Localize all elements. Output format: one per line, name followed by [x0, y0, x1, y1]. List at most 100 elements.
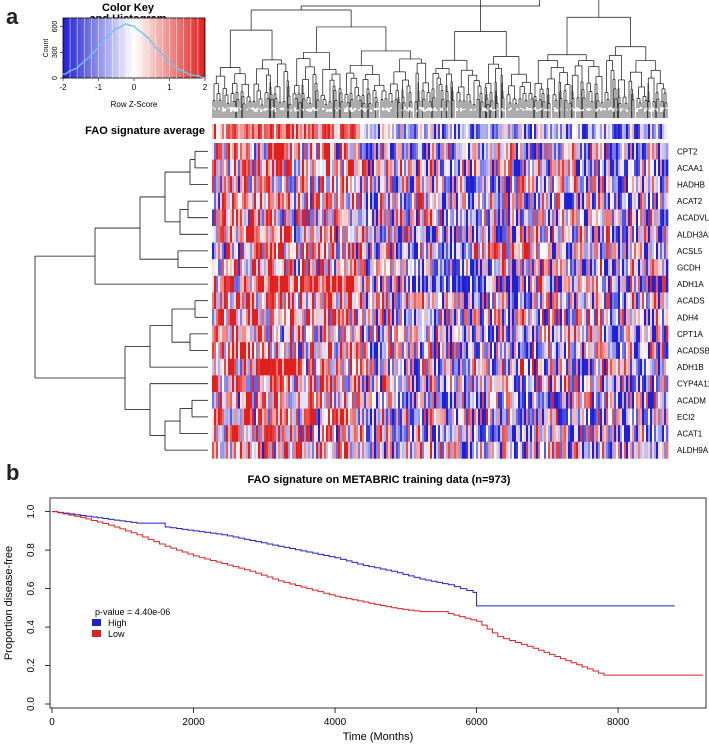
heatmap-cell: [414, 342, 417, 360]
heatmap-cell: [326, 143, 329, 160]
heatmap-cell: [216, 242, 219, 260]
heatmap-cell: [226, 226, 229, 243]
heatmap-cell: [454, 209, 457, 227]
heatmap-cell: [262, 226, 265, 243]
heatmap-cell: [562, 325, 565, 343]
heatmap-cell: [274, 259, 277, 277]
heatmap-cell: [554, 226, 557, 243]
heatmap-cell: [382, 226, 385, 243]
heatmap-cell: [430, 392, 433, 409]
heatmap-cell: [528, 209, 531, 227]
heatmap-cell: [332, 358, 335, 376]
heatmap-cell: [312, 358, 315, 376]
heatmap-cell: [650, 209, 653, 227]
heatmap-cell: [448, 309, 451, 326]
heatmap-cell: [288, 275, 291, 293]
heatmap-cell: [312, 159, 315, 177]
heatmap-cell: [472, 242, 475, 260]
heatmap-cell: [654, 292, 657, 310]
heatmap-cell: [366, 392, 369, 409]
heatmap-cell: [294, 275, 297, 293]
heatmap-cell: [272, 242, 275, 260]
heatmap-cell: [270, 143, 273, 160]
heatmap-cell: [358, 342, 361, 360]
signature-cell: [576, 124, 579, 139]
heatmap-cell: [444, 392, 447, 409]
heatmap-cell: [616, 159, 619, 177]
heatmap-cell: [238, 309, 241, 326]
heatmap-cell: [394, 325, 397, 343]
heatmap-cell: [376, 392, 379, 409]
heatmap-cell: [318, 209, 321, 227]
heatmap-cell: [452, 159, 455, 177]
heatmap-cell: [614, 192, 617, 210]
heatmap-cell: [550, 242, 553, 260]
heatmap-cell: [514, 176, 517, 194]
heatmap-cell: [574, 325, 577, 343]
heatmap-cell: [616, 292, 619, 310]
heatmap-cell: [346, 176, 349, 194]
heatmap-cell: [260, 176, 263, 194]
heatmap-cell: [316, 192, 319, 210]
heatmap-cell: [342, 242, 345, 260]
heatmap-cell: [244, 342, 247, 360]
heatmap-cell: [240, 242, 243, 260]
heatmap-cell: [434, 342, 437, 360]
heatmap-cell: [284, 392, 287, 409]
heatmap-cell: [364, 209, 367, 227]
heatmap-cell: [458, 242, 461, 260]
heatmap-cell: [422, 309, 425, 326]
heatmap-cell: [502, 226, 505, 243]
heatmap-cell: [272, 159, 275, 177]
heatmap-cell: [666, 259, 669, 277]
heatmap-cell: [344, 392, 347, 409]
heatmap-cell: [610, 259, 613, 277]
heatmap-cell: [632, 375, 635, 393]
heatmap-cell: [386, 275, 389, 293]
heatmap-cell: [286, 275, 289, 293]
heatmap-cell: [410, 309, 413, 326]
heatmap-cell: [404, 342, 407, 360]
heatmap-cell: [420, 358, 423, 376]
heatmap-cell: [418, 342, 421, 360]
heatmap-cell: [494, 143, 497, 160]
heatmap-cell: [376, 143, 379, 160]
heatmap-cell: [498, 375, 501, 393]
heatmap-cell: [566, 259, 569, 277]
heatmap-cell: [442, 209, 445, 227]
heatmap-cell: [226, 358, 229, 376]
heatmap-cell: [244, 159, 247, 177]
heatmap-cell: [366, 176, 369, 194]
heatmap-cell: [520, 275, 523, 293]
heatmap-cell: [324, 292, 327, 310]
heatmap-cell: [596, 358, 599, 376]
heatmap-cell: [430, 226, 433, 243]
heatmap-cell: [480, 325, 483, 343]
heatmap-cell: [272, 259, 275, 277]
heatmap-cell: [254, 342, 257, 360]
heatmap-cell: [498, 259, 501, 277]
heatmap-cell: [510, 176, 513, 194]
heatmap-cell: [484, 259, 487, 277]
heatmap-cell: [526, 292, 529, 310]
heatmap-cell: [464, 209, 467, 227]
heatmap-cell: [276, 159, 279, 177]
heatmap-cell: [508, 242, 511, 260]
heatmap-cell: [248, 325, 251, 343]
heatmap-cell: [652, 292, 655, 310]
heatmap-cell: [652, 159, 655, 177]
heatmap-cell: [288, 159, 291, 177]
heatmap-cell: [394, 226, 397, 243]
signature-cell: [588, 124, 591, 139]
heatmap-cell: [560, 358, 563, 376]
heatmap-cell: [436, 259, 439, 277]
signature-cell: [534, 124, 537, 139]
heatmap-cell: [212, 159, 215, 177]
heatmap-cell: [402, 209, 405, 227]
heatmap-cell: [380, 292, 383, 310]
heatmap-cell: [458, 309, 461, 326]
heatmap-cell: [542, 375, 545, 393]
heatmap-cell: [276, 226, 279, 243]
heatmap-cell: [288, 226, 291, 243]
heatmap-cell: [522, 226, 525, 243]
